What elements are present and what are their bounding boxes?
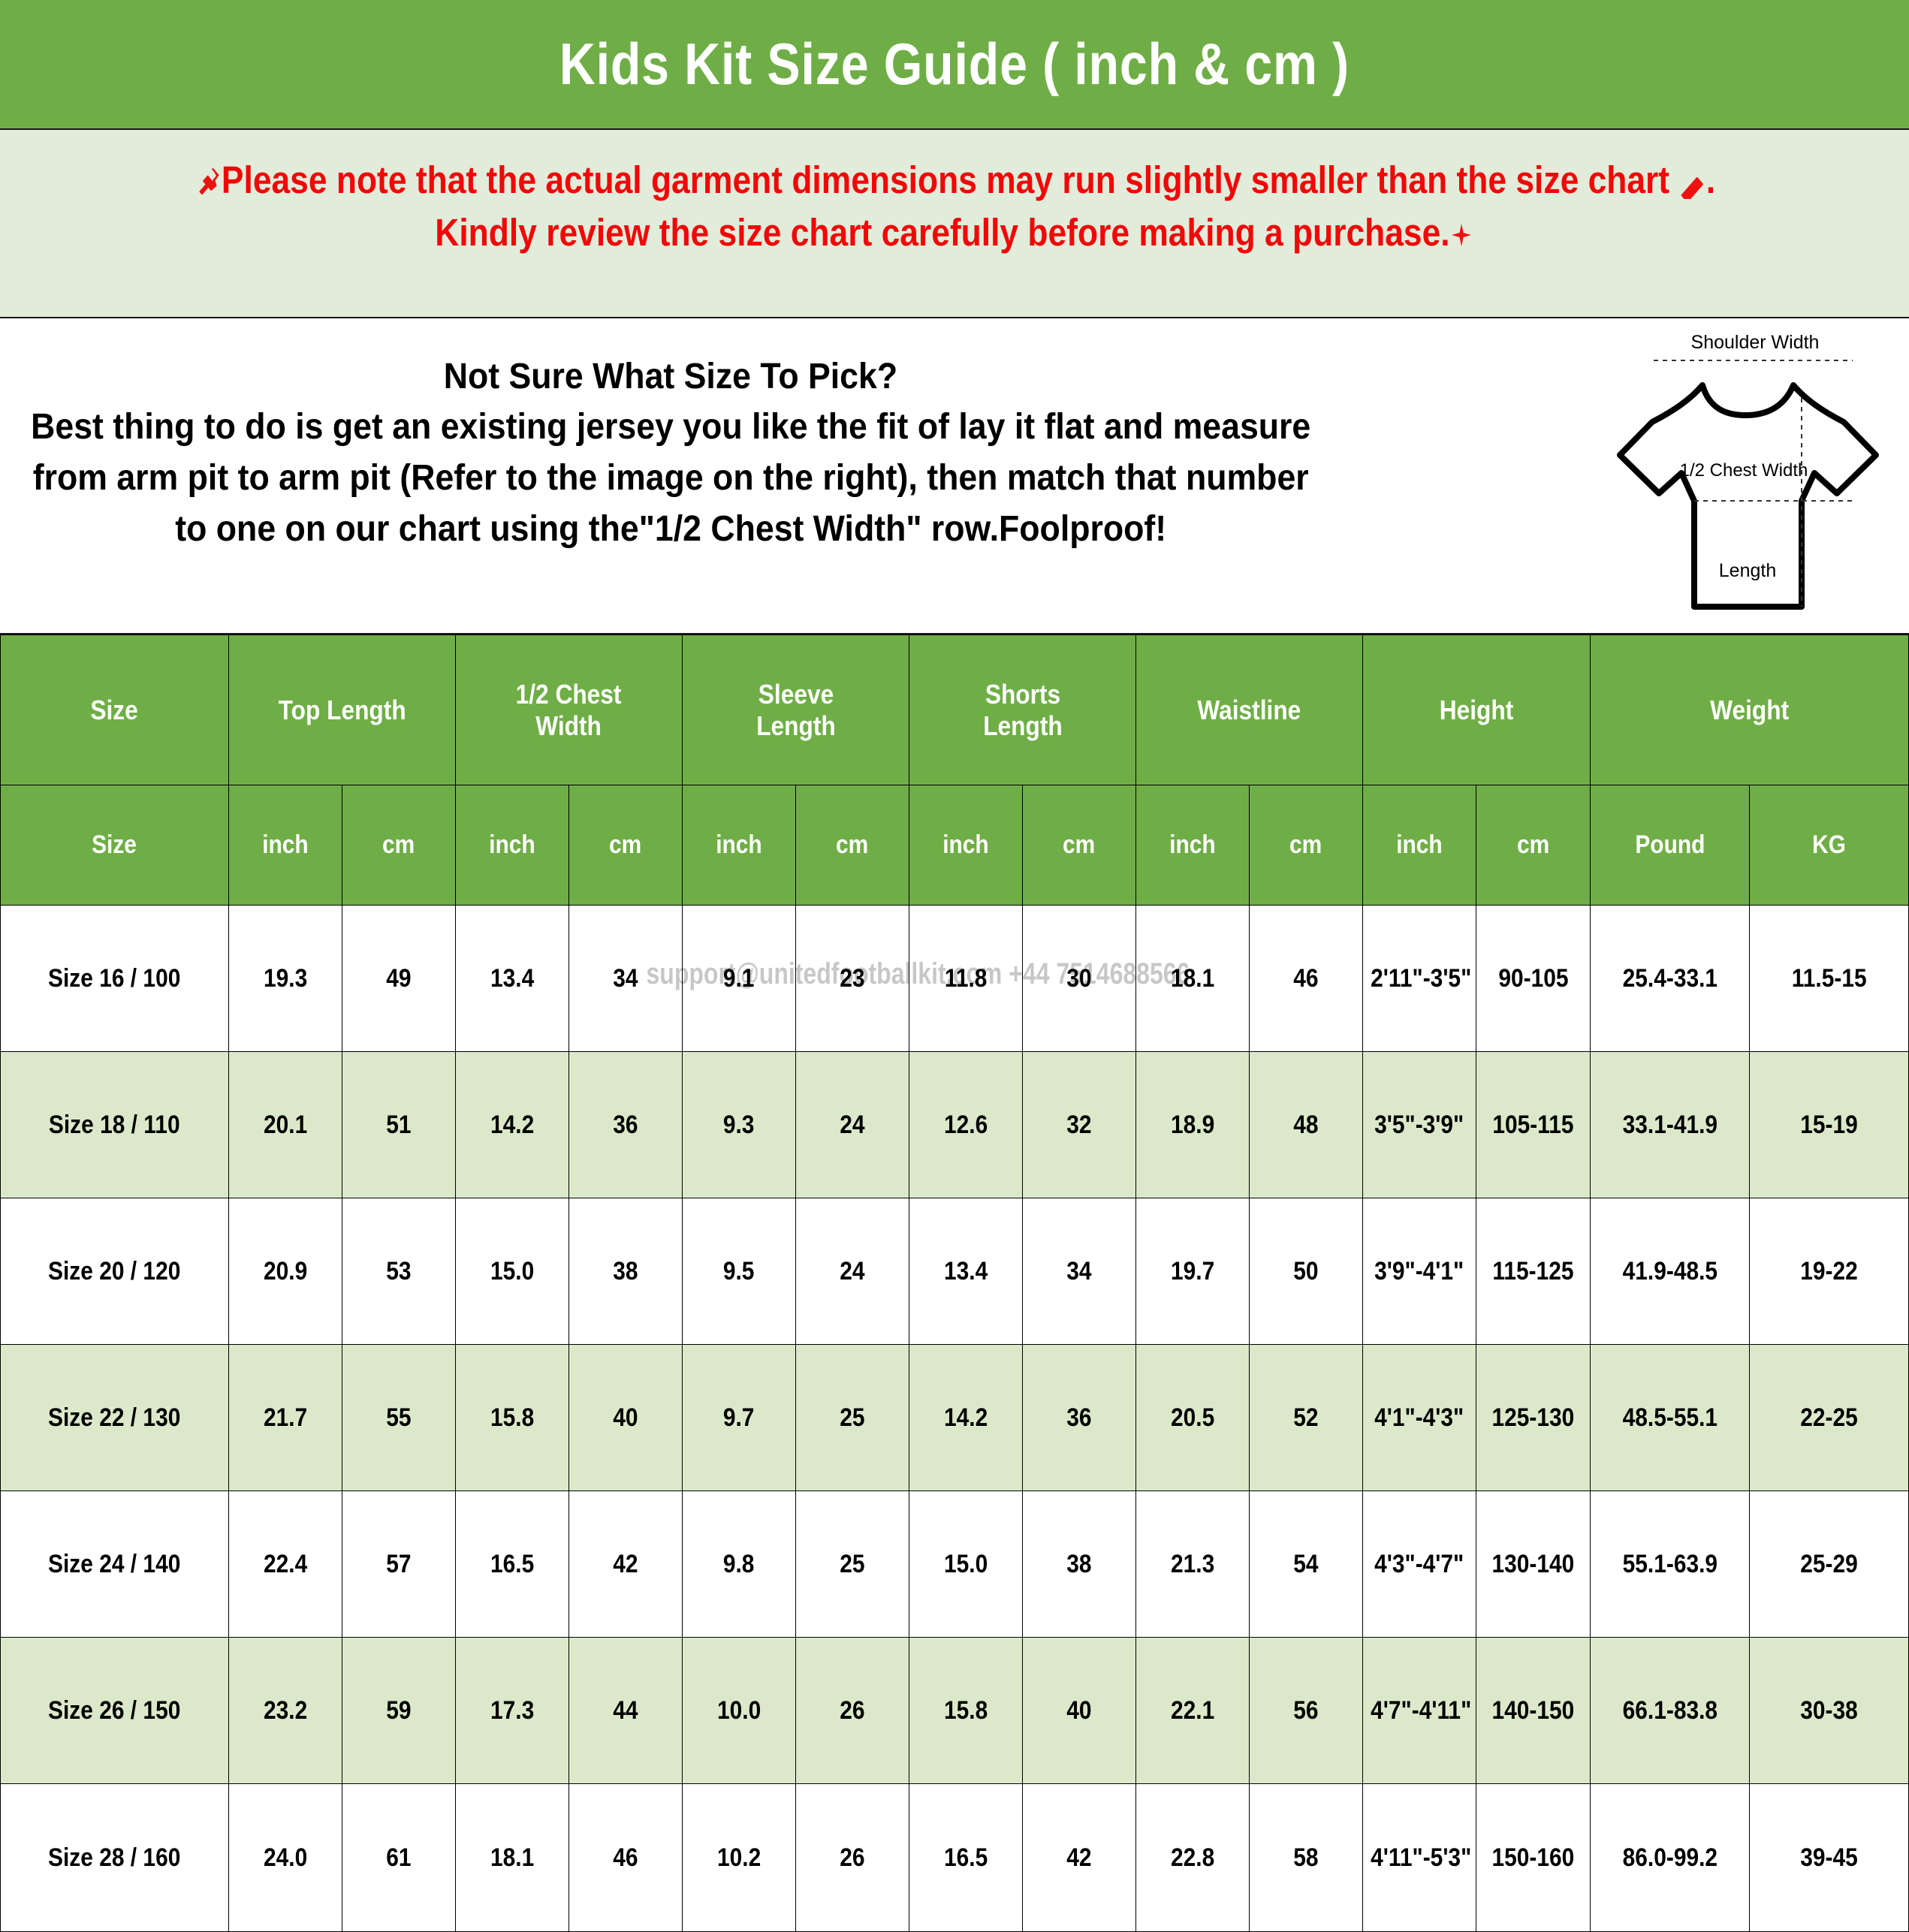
svg-text:1/2 Chest Width: 1/2 Chest Width <box>1680 460 1808 481</box>
svg-text:Shoulder Width: Shoulder Width <box>1691 332 1820 353</box>
svg-text:Length: Length <box>1719 560 1776 581</box>
